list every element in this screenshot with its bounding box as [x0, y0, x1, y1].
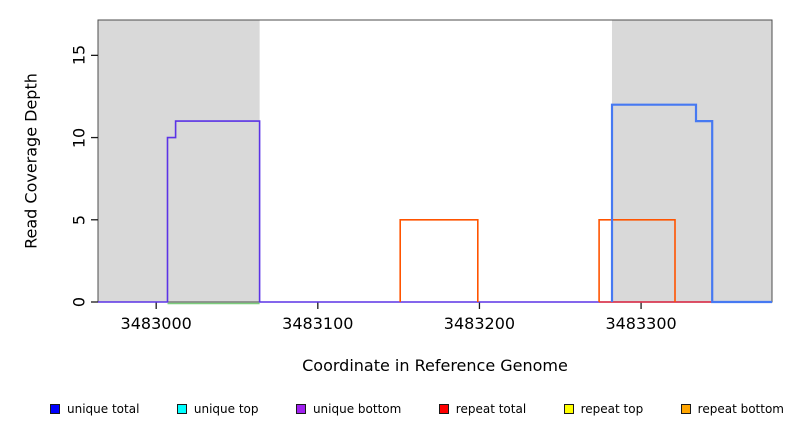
y-axis-title: Read Coverage Depth	[21, 73, 41, 249]
legend-label: unique bottom	[312, 402, 402, 416]
legend-swatch-unique-total	[50, 404, 60, 414]
y-tick-label: 10	[69, 127, 89, 148]
legend-item-repeat-bottom: repeat bottom	[680, 402, 784, 416]
legend-swatch-repeat-top	[563, 404, 574, 414]
series-repeat-bottom-right-box	[598, 219, 676, 302]
legend-label: repeat total	[455, 402, 527, 416]
x-tick-label: 3483000	[120, 314, 192, 333]
legend-item-unique-total: unique total	[50, 402, 139, 416]
y-tick-label: 0	[69, 296, 89, 308]
legend-swatch-repeat-bottom	[680, 404, 691, 414]
legend-label: unique total	[67, 402, 140, 416]
legend-swatch-repeat-total	[438, 404, 449, 414]
legend-label: repeat bottom	[697, 402, 784, 416]
y-tick-label: 5	[69, 214, 89, 225]
repeat-region-left	[98, 20, 260, 302]
legend-item-repeat-top: repeat top	[563, 402, 644, 416]
series-repeat-bottom-left-box	[399, 219, 479, 302]
legend-item-repeat-total: repeat total	[438, 402, 527, 416]
x-tick-label: 3483200	[443, 314, 516, 333]
legend-label: unique top	[193, 402, 259, 416]
x-axis-title: Coordinate in Reference Genome	[302, 356, 568, 375]
legend-swatch-unique-bottom	[295, 404, 306, 414]
x-tick-label: 3483300	[605, 314, 677, 333]
legend-item-unique-top: unique top	[176, 402, 259, 416]
x-tick-label: 3483100	[282, 314, 354, 333]
legend: unique total unique top unique bottom repea…	[50, 398, 784, 420]
series-unique-bottom	[98, 120, 772, 303]
legend-label: repeat top	[580, 402, 644, 416]
y-tick-label: 15	[69, 45, 89, 66]
repeat-region-right	[611, 20, 772, 302]
series-unique-total	[610, 103, 772, 304]
legend-item-unique-bottom: unique bottom	[295, 402, 402, 416]
legend-swatch-unique-top	[176, 404, 187, 414]
